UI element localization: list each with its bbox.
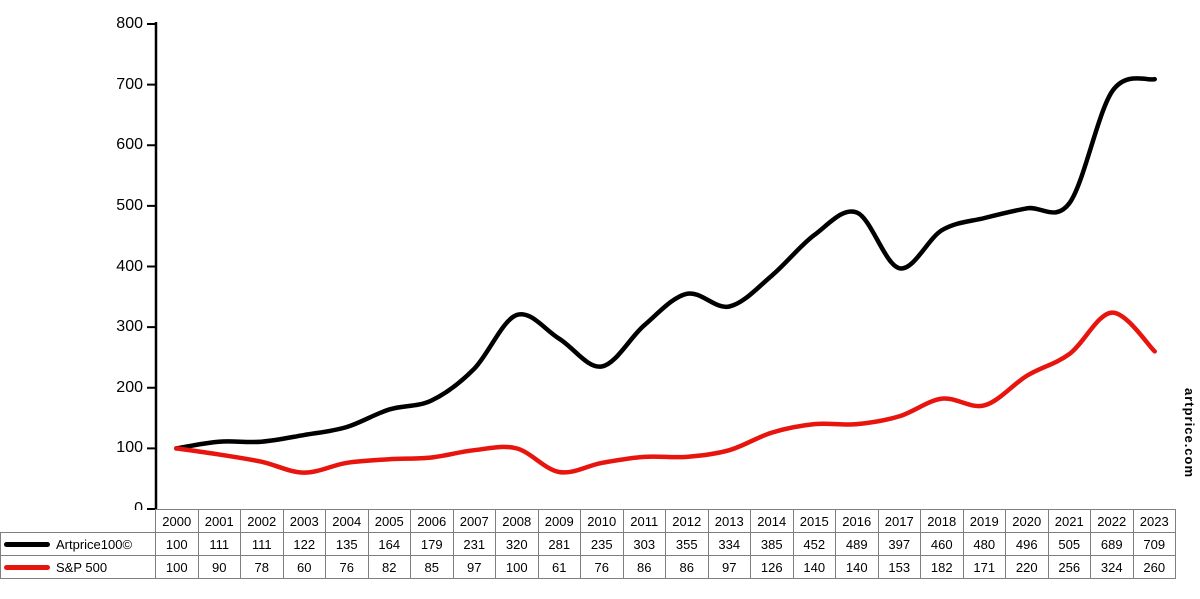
value-cell: 179 [410,532,454,556]
value-cell: 82 [367,555,411,579]
value-cell: 452 [792,532,836,556]
y-tick-label: 800 [116,15,143,32]
value-cell: 85 [410,555,454,579]
year-header-cell: 2005 [367,509,411,533]
legend-cell: S&P 500 [0,555,156,579]
series-row: Artprice100© 100 111 111 122 135 164 179 231 320 2… [0,532,1176,556]
value-cell: 126 [750,555,794,579]
y-tick-label: 500 [116,196,143,214]
y-tick-label: 600 [116,136,143,154]
value-cell: 320 [495,532,539,556]
year-header-cell: 2007 [452,509,496,533]
value-cell: 171 [962,555,1006,579]
value-cell: 220 [1005,555,1049,579]
year-header-cell: 2013 [707,509,751,533]
value-cell: 496 [1005,532,1049,556]
value-cell: 100 [155,555,199,579]
value-cell: 256 [1047,555,1091,579]
year-header-cell: 2008 [495,509,539,533]
year-header-cell: 2015 [792,509,836,533]
year-header-cell: 2011 [622,509,666,533]
legend-swatch [4,565,50,571]
value-cell: 324 [1090,555,1134,579]
year-header-cell: 2000 [155,509,199,533]
value-cell: 235 [580,532,624,556]
value-cell: 303 [622,532,666,556]
value-cell: 460 [920,532,964,556]
year-header-cell: 2004 [325,509,369,533]
year-header-cell: 2001 [197,509,241,533]
value-cell: 76 [325,555,369,579]
value-cell: 281 [537,532,581,556]
value-cell: 182 [920,555,964,579]
year-header-cell: 2014 [750,509,794,533]
value-cell: 61 [537,555,581,579]
year-header-cell: 2018 [920,509,964,533]
value-cell: 76 [580,555,624,579]
value-cell: 689 [1090,532,1134,556]
legend-swatch [4,542,50,548]
y-tick-label: 700 [116,75,143,93]
value-cell: 135 [325,532,369,556]
series-path-s-p-500 [174,310,1157,475]
y-tick-label: 0 [134,500,143,517]
value-cell: 111 [197,532,241,556]
year-header-cell: 2019 [962,509,1006,533]
value-cell: 480 [962,532,1006,556]
value-cell: 231 [452,532,496,556]
year-header-cell: 2009 [537,509,581,533]
data-table: 2000 2001 2002 2003 2004 2005 2006 2007 2008 2009… [0,509,1176,579]
year-header-cell: 2017 [877,509,921,533]
value-cell: 153 [877,555,921,579]
legend-label: S&P 500 [56,560,108,576]
value-cell: 489 [835,532,879,556]
legend-corner [0,509,156,533]
year-header-cell: 2010 [580,509,624,533]
value-cell: 97 [707,555,751,579]
year-header-cell: 2021 [1047,509,1091,533]
series-path-artprice100- [174,76,1157,451]
value-cell: 97 [452,555,496,579]
y-tick-label: 300 [116,318,143,336]
value-cell: 140 [792,555,836,579]
year-header-cell: 2022 [1090,509,1134,533]
value-cell: 122 [282,532,326,556]
value-cell: 100 [495,555,539,579]
watermark: artprice.com [1182,388,1197,479]
legend-cell: Artprice100© [0,532,156,556]
year-header-cell: 2006 [410,509,454,533]
legend-label: Artprice100© [56,537,133,553]
year-header-cell: 2002 [240,509,284,533]
value-cell: 397 [877,532,921,556]
value-cell: 709 [1132,532,1176,556]
value-cell: 86 [665,555,709,579]
value-cell: 100 [155,532,199,556]
value-cell: 140 [835,555,879,579]
y-tick-label: 400 [116,257,143,275]
value-cell: 355 [665,532,709,556]
value-cell: 78 [240,555,284,579]
year-header-cell: 2023 [1132,509,1176,533]
y-tick-label: 100 [116,439,143,457]
value-cell: 90 [197,555,241,579]
year-header-cell: 2020 [1005,509,1049,533]
year-header-cell: 2012 [665,509,709,533]
year-header-cell: 2016 [835,509,879,533]
value-cell: 164 [367,532,411,556]
value-cell: 111 [240,532,284,556]
value-cell: 60 [282,555,326,579]
value-cell: 260 [1132,555,1176,579]
y-tick-label: 200 [116,378,143,396]
value-cell: 334 [707,532,751,556]
series-row: S&P 500 100 90 78 60 76 82 85 97 100 61 76 86 86 97 126… [0,555,1176,579]
value-cell: 385 [750,532,794,556]
value-cell: 86 [622,555,666,579]
value-cell: 505 [1047,532,1091,556]
year-header-cell: 2003 [282,509,326,533]
